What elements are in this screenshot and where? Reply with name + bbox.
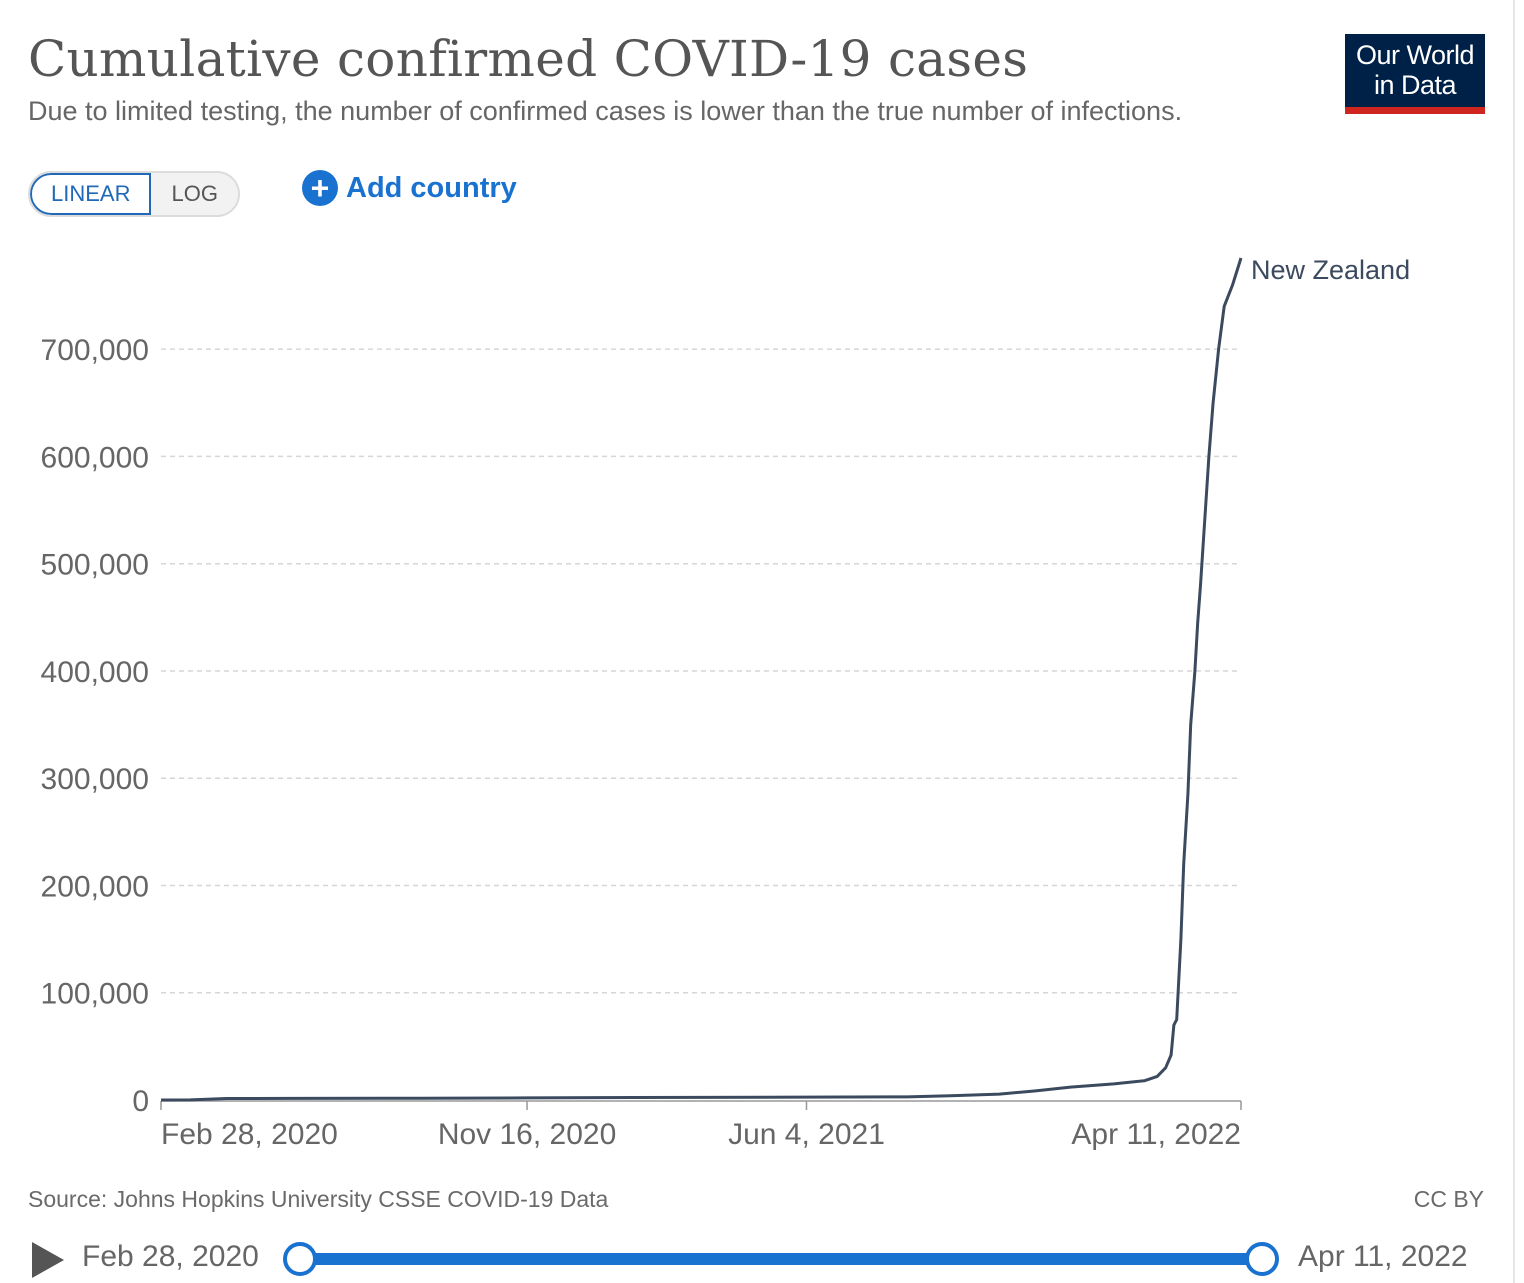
source-note[interactable]: Source: Johns Hopkins University CSSE CO… bbox=[28, 1186, 609, 1212]
y-tick-label: 700,000 bbox=[41, 334, 149, 367]
linear-scale-button[interactable]: LINEAR bbox=[30, 173, 152, 215]
timeline-start-label: Feb 28, 2020 bbox=[82, 1240, 259, 1273]
y-tick-label: 400,000 bbox=[41, 656, 149, 689]
y-tick-label: 100,000 bbox=[41, 978, 149, 1011]
timeline-end-handle[interactable] bbox=[1245, 1242, 1279, 1276]
x-tick-label: Feb 28, 2020 bbox=[161, 1118, 338, 1151]
play-icon[interactable] bbox=[32, 1242, 64, 1278]
grid-layer bbox=[161, 348, 1241, 994]
y-tick-label: 200,000 bbox=[41, 870, 149, 903]
series-layer: New Zealand bbox=[160, 255, 1410, 1102]
timeline-end-label: Apr 11, 2022 bbox=[1298, 1240, 1468, 1273]
x-tick-label: Apr 11, 2022 bbox=[1071, 1118, 1241, 1151]
x-tick-label: Nov 16, 2020 bbox=[438, 1118, 616, 1151]
plus-circle-icon: + bbox=[302, 170, 338, 206]
y-tick-label: 600,000 bbox=[41, 441, 149, 474]
x-tick-label: Jun 4, 2021 bbox=[728, 1118, 885, 1151]
owid-logo[interactable]: Our World in Data bbox=[1345, 34, 1485, 114]
logo-line-2: in Data bbox=[1373, 70, 1457, 100]
logo-line-1: Our World bbox=[1355, 40, 1475, 70]
add-country-label: Add country bbox=[346, 171, 517, 204]
log-scale-button[interactable]: LOG bbox=[171, 181, 218, 206]
y-tick-label: 300,000 bbox=[41, 763, 149, 796]
series-line-new-zealand bbox=[160, 257, 1243, 1102]
y-tick-label: 0 bbox=[132, 1085, 149, 1118]
add-country-button[interactable]: + Add country bbox=[302, 170, 517, 206]
timeline: Feb 28, 2020 Apr 11, 2022 bbox=[0, 1232, 1524, 1283]
license-link[interactable]: CC BY bbox=[1413, 1186, 1484, 1212]
timeline-track[interactable] bbox=[300, 1253, 1262, 1265]
line-chart: 0 100,000 200,000 300,000 400,000 500,000 600,… bbox=[41, 255, 1411, 1151]
chart-subtitle: Due to limited testing, the number of co… bbox=[28, 96, 1183, 126]
series-label: New Zealand bbox=[1251, 255, 1410, 285]
scale-toggle: LINEAR LOG bbox=[28, 171, 240, 217]
y-tick-label: 500,000 bbox=[41, 549, 149, 582]
timeline-start-handle[interactable] bbox=[283, 1242, 317, 1276]
axis-layer: 0 100,000 200,000 300,000 400,000 500,000 600,… bbox=[41, 334, 1242, 1151]
chart-title: Cumulative confirmed COVID-19 cases bbox=[28, 30, 1029, 88]
